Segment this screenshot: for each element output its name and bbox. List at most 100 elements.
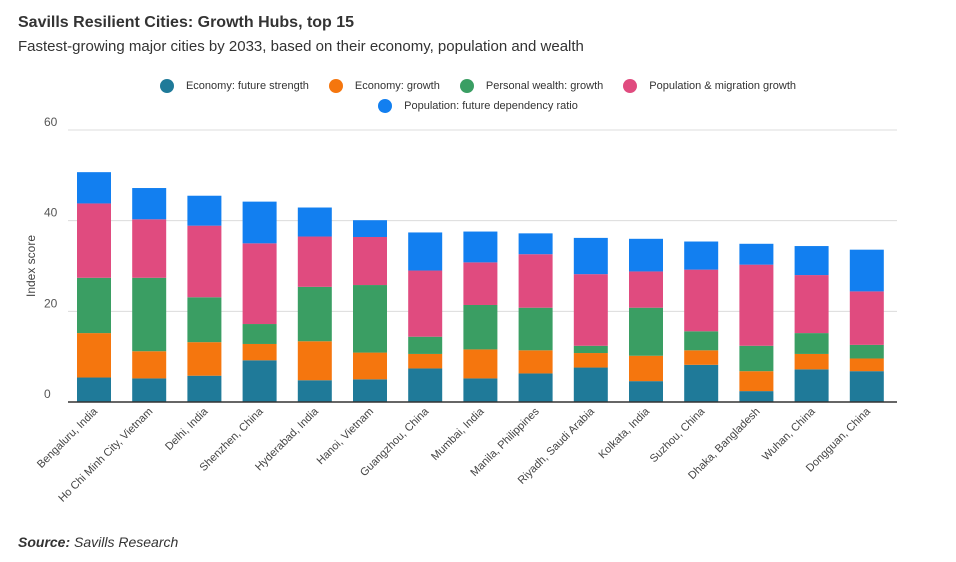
bar-segment [463, 231, 498, 263]
bar-segment [408, 336, 443, 354]
x-tick-label: Suzhou, China [648, 405, 708, 465]
bar-segment [684, 364, 719, 402]
bar-segment [187, 375, 222, 402]
legend-label: Economy: future strength [185, 80, 309, 92]
bar-segment [353, 236, 387, 286]
bar-segment [629, 355, 663, 382]
bar-segment [739, 243, 774, 265]
bar-segment [739, 391, 774, 402]
legend-row-2: Population: future dependency ratio [0, 96, 956, 116]
x-tick-label: Delhi, India [163, 405, 211, 453]
legend-swatch-icon [328, 79, 343, 93]
bar-segment [132, 219, 167, 278]
bar-segment [353, 220, 387, 237]
legend-swatch-icon [623, 79, 638, 93]
bar-segment [463, 378, 498, 402]
legend-item-population-migration-growth[interactable]: Population & migration growth [623, 79, 796, 93]
legend-swatch-icon [159, 79, 174, 93]
bar-segment [573, 345, 608, 354]
bar-segment [242, 324, 277, 344]
bar-segment [463, 349, 498, 379]
bar-segment [849, 358, 884, 372]
legend-label: Population: future dependency ratio [404, 100, 578, 112]
source-note: Source: Savills Research [18, 534, 178, 550]
bar-segment [297, 341, 332, 381]
legend-label: Economy: growth [354, 80, 440, 92]
source-label: Source: [18, 534, 71, 550]
bar-segment [297, 380, 332, 402]
bar-segment [77, 333, 111, 378]
y-tick-label: 0 [44, 387, 51, 401]
legend-item-population-future-dependency-ratio[interactable]: Population: future dependency ratio [378, 99, 578, 113]
bar-segment [739, 371, 774, 392]
x-tick-label: Kolkata, India [597, 405, 653, 461]
bar-segment [739, 264, 774, 346]
bar-segment [132, 351, 167, 379]
x-tick-label: Ho Chi Minh City, Vietnam [56, 406, 155, 505]
legend-swatch-icon [459, 79, 474, 93]
bar-segment [794, 246, 829, 276]
bar-segment [849, 371, 884, 402]
bar-segment [629, 238, 663, 272]
bar-segment [794, 333, 829, 354]
legend-item-personal-wealth-growth[interactable]: Personal wealth: growth [459, 79, 604, 93]
bar-segment [242, 360, 277, 402]
legend-row-1: Economy: future strength Economy: growth… [0, 76, 956, 96]
y-tick-label: 40 [44, 206, 58, 220]
bar-segment [573, 274, 608, 346]
bar-segment [794, 275, 829, 334]
bar-segment [408, 232, 443, 271]
bar-segment [408, 270, 443, 337]
bar-segment [739, 345, 774, 372]
bar-segment [629, 307, 663, 356]
x-tick-label: Hanoi, Vietnam [315, 406, 377, 468]
bar-segment [242, 201, 277, 244]
bar-segment [353, 379, 387, 402]
bar-segment [518, 307, 553, 351]
legend-label: Population & migration growth [649, 80, 797, 92]
bar-segment [463, 262, 498, 305]
legend-label: Personal wealth: growth [485, 80, 604, 92]
legend-swatch-icon [378, 99, 393, 113]
bar-segment [77, 277, 111, 334]
bar-segment [849, 291, 884, 345]
bar-segment [794, 369, 829, 402]
bar-segment [77, 203, 111, 278]
bar-segment [187, 195, 222, 226]
bar-segment [573, 353, 608, 368]
bar-segment [242, 243, 277, 325]
bar-segment [187, 297, 222, 343]
bar-segment [518, 233, 553, 255]
bar-segment [463, 304, 498, 350]
bar-segment [684, 241, 719, 270]
chart-subtitle: Fastest-growing major cities by 2033, ba… [18, 38, 584, 55]
bar-segment [187, 342, 222, 376]
bar-segment [629, 271, 663, 308]
bar-segment [794, 353, 829, 370]
chart-title: Savills Resilient Cities: Growth Hubs, t… [18, 14, 355, 31]
legend-item-economy-growth[interactable]: Economy: growth [328, 79, 440, 93]
bar-segment [297, 236, 332, 287]
bar-segment [518, 254, 553, 308]
x-tick-label: Wuhan, China [760, 405, 818, 463]
bar-segment [132, 188, 167, 220]
bar-segment [518, 373, 553, 402]
x-tick-label: Mumbai, India [429, 405, 487, 463]
bar-segment [849, 249, 884, 292]
bar-segment [132, 378, 167, 402]
legend-item-economy-future-strength[interactable]: Economy: future strength [159, 79, 309, 93]
bar-segment [684, 269, 719, 332]
source-text: Savills Research [74, 534, 179, 550]
bar-segment [573, 237, 608, 275]
bar-segment [187, 225, 222, 298]
bar-segment [353, 285, 387, 353]
bar-segment [297, 286, 332, 342]
chart-legend: Economy: future strength Economy: growth… [0, 76, 956, 116]
bar-segment [77, 377, 111, 402]
bar-segment [77, 172, 111, 204]
bar-segment [408, 368, 443, 402]
bar-segment [353, 352, 387, 380]
bar-segment [684, 331, 719, 351]
y-axis-label: Index score [24, 235, 38, 297]
